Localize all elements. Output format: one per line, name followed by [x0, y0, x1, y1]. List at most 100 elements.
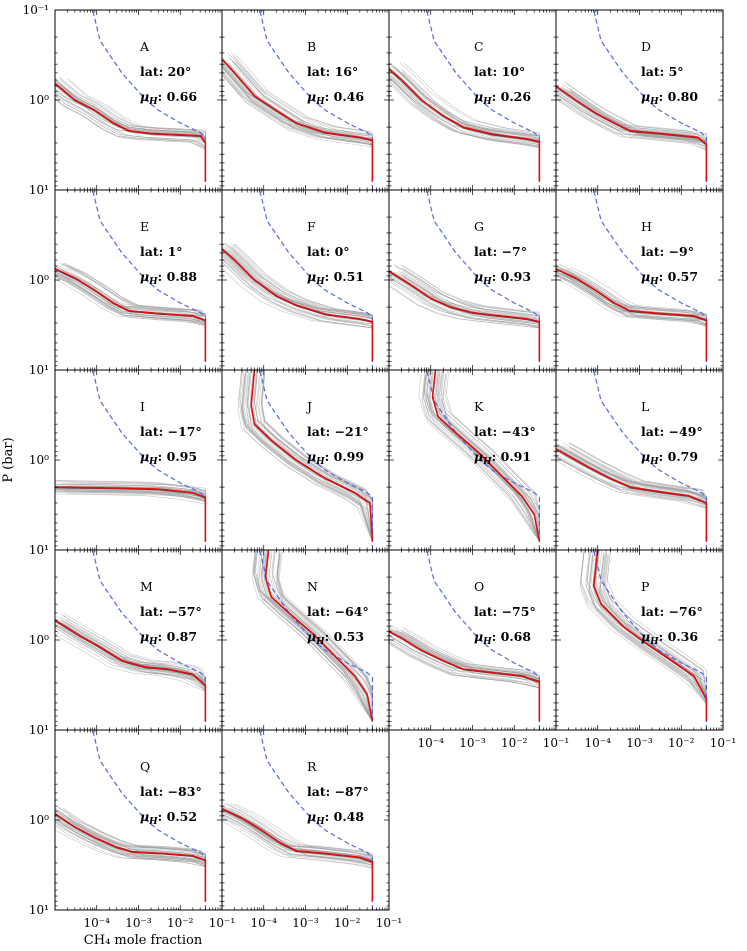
prior-profile-line	[593, 190, 707, 370]
ensemble-line	[594, 550, 707, 722]
panel-latitude-label: lat: −76°	[641, 604, 703, 619]
panel-plot-area	[579, 550, 708, 730]
panel-latitude-label: lat: 5°	[641, 64, 684, 79]
ensemble-line	[421, 375, 540, 542]
y-tick-label: 10⁰	[29, 813, 49, 827]
ensemble-line	[229, 803, 373, 902]
y-tick-label: 10⁻¹	[23, 3, 49, 17]
y-tick-label: 10¹	[29, 183, 49, 197]
ensemble-line	[232, 55, 373, 182]
prior-profile-line	[92, 730, 206, 910]
ensemble-line	[556, 94, 707, 182]
panel-muh-label: μH: 0.80	[641, 89, 698, 107]
ensemble-line	[389, 642, 540, 722]
ensemble-line	[389, 638, 540, 722]
ensemble-line	[588, 555, 707, 722]
ensemble-line	[593, 556, 707, 722]
ensemble-line	[402, 628, 540, 722]
x-tick-label: 10⁻³	[459, 736, 486, 750]
ensemble-line	[556, 444, 707, 542]
panel-muh-label: μH: 0.88	[140, 269, 197, 287]
ensemble-line	[55, 490, 206, 542]
ensemble-line	[55, 91, 206, 182]
ensemble-line	[55, 276, 206, 362]
panel-letter-label: P	[641, 579, 649, 594]
ensemble-line	[67, 490, 206, 542]
panel-latitude-label: lat: 1°	[140, 244, 183, 259]
ensemble-line	[422, 370, 540, 542]
best-fit-profile-line	[55, 486, 207, 542]
prior-profile-line	[426, 550, 540, 730]
y-tick-label: 10⁰	[29, 273, 49, 287]
panel-letter-label: E	[140, 219, 149, 234]
ensemble-line	[276, 556, 373, 722]
ensemble-line	[222, 72, 373, 182]
ensemble-line	[397, 634, 540, 722]
ensemble-line	[55, 78, 206, 182]
ensemble-line	[557, 444, 707, 542]
prior-profile-line	[92, 190, 206, 370]
y-tick-label: 10⁰	[29, 633, 49, 647]
panel-letter-label: Q	[140, 759, 150, 774]
ensemble-line	[556, 460, 707, 542]
panel-latitude-label: lat: −87°	[307, 784, 369, 799]
ensemble-line	[556, 95, 707, 182]
ensemble-line	[389, 640, 540, 722]
ensemble-line	[56, 272, 206, 362]
best-fit-profile-line	[55, 82, 207, 182]
ensemble-line	[389, 286, 540, 362]
prior-profile-line	[259, 550, 373, 730]
ensemble-line	[556, 278, 707, 362]
panel-muh-label: μH: 0.46	[307, 89, 364, 107]
ensemble-line	[423, 370, 540, 542]
x-tick-label: 10⁻²	[668, 736, 695, 750]
ensemble-line	[64, 488, 206, 542]
best-fit-profile-line	[389, 630, 541, 722]
best-fit-profile-line	[222, 58, 374, 182]
prior-profile-line	[426, 190, 540, 370]
x-tick-label: 10⁻²	[167, 916, 194, 930]
ensemble-line	[556, 456, 707, 542]
x-tick-label: 10⁻³	[125, 916, 152, 930]
ensemble-line	[569, 447, 707, 542]
ensemble-line	[222, 69, 373, 182]
best-fit-profile-line	[222, 248, 374, 362]
ensemble-line	[59, 619, 206, 722]
ensemble-line	[64, 613, 206, 722]
ensemble-line	[55, 98, 206, 182]
panel-letter-label: K	[474, 399, 484, 414]
ensemble-line	[258, 553, 373, 722]
panel-plot-area	[55, 10, 207, 190]
panel-plot-area	[55, 550, 207, 730]
ensemble-line	[399, 62, 540, 182]
ensemble-line	[556, 98, 707, 182]
ensemble-line	[55, 490, 206, 542]
ensemble-line	[230, 52, 373, 182]
prior-profile-line	[259, 730, 373, 910]
ensemble-line	[263, 551, 373, 722]
ensemble-line	[400, 264, 540, 362]
ensemble-line	[263, 554, 373, 722]
ensemble-line	[423, 370, 540, 542]
panel-plot-area	[222, 730, 374, 910]
y-tick-label: 10¹	[29, 543, 49, 557]
panel-muh-label: μH: 0.57	[641, 269, 698, 287]
best-fit-profile-line	[556, 268, 708, 362]
ensemble-line	[55, 490, 206, 542]
panel-latitude-label: lat: −57°	[140, 604, 202, 619]
ensemble-line	[440, 371, 540, 542]
panel-muh-label: μH: 0.26	[474, 89, 531, 107]
ensemble-line	[55, 634, 206, 722]
prior-profile-line	[593, 10, 707, 190]
ensemble-line	[393, 65, 540, 182]
ensemble-line	[252, 550, 373, 722]
ensemble-line	[55, 88, 206, 182]
prior-profile-line	[259, 370, 373, 550]
ensemble-line	[55, 491, 206, 542]
